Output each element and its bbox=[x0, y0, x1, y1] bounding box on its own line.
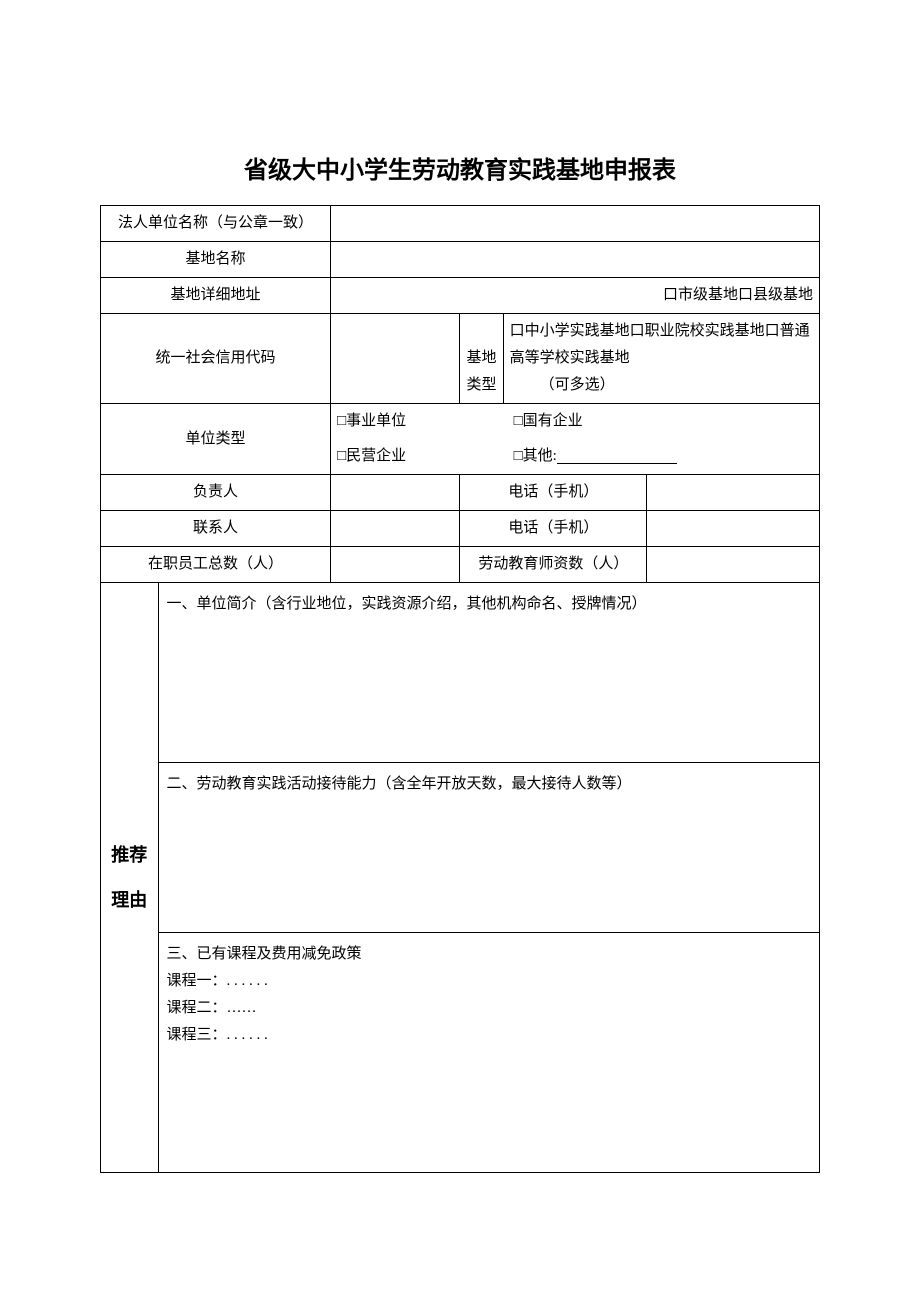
field-unit-type-row2[interactable]: □民营企业 □其他: bbox=[331, 439, 820, 475]
label-phone-2: 电话（手机） bbox=[460, 511, 647, 547]
label-staff-total: 在职员工总数（人） bbox=[101, 547, 331, 583]
section2-title: 二、劳动教育实践活动接待能力（含全年开放天数，最大接待人数等） bbox=[167, 776, 632, 792]
field-base-address[interactable]: 口市级基地口县级基地 bbox=[331, 278, 820, 314]
unit-type-opt1: □事业单位 bbox=[337, 413, 406, 429]
section1-title: 一、单位简介（含行业地位，实践资源介绍，其他机构命名、授牌情况） bbox=[167, 596, 647, 612]
field-phone-2[interactable] bbox=[647, 511, 820, 547]
label-legal-name: 法人单位名称（与公章一致） bbox=[101, 206, 331, 242]
label-base-type: 基地类型 bbox=[460, 314, 503, 404]
label-responsible: 负责人 bbox=[101, 475, 331, 511]
field-base-type[interactable]: 口中小学实践基地口职业院校实践基地口普通高等学校实践基地 （可多选） bbox=[503, 314, 819, 404]
field-staff-total[interactable] bbox=[331, 547, 460, 583]
field-teacher-total[interactable] bbox=[647, 547, 820, 583]
unit-type-opt4: □其他: bbox=[514, 448, 557, 464]
unit-type-opt3: □民营企业 bbox=[337, 448, 406, 464]
base-type-options: 口中小学实践基地口职业院校实践基地口普通高等学校实践基地 bbox=[510, 323, 810, 366]
field-unit-type-row1[interactable]: □事业单位 □国有企业 bbox=[331, 404, 820, 440]
form-title: 省级大中小学生劳动教育实践基地申报表 bbox=[100, 150, 820, 185]
course1: 课程一：. . . . . . bbox=[167, 973, 268, 989]
label-credit-code: 统一社会信用代码 bbox=[101, 314, 331, 404]
field-section3[interactable]: 三、已有课程及费用减免政策 课程一：. . . . . . 课程二：…… 课程三… bbox=[158, 933, 819, 1173]
field-responsible[interactable] bbox=[331, 475, 460, 511]
section3-title: 三、已有课程及费用减免政策 bbox=[167, 946, 362, 962]
label-phone-1: 电话（手机） bbox=[460, 475, 647, 511]
label-contact: 联系人 bbox=[101, 511, 331, 547]
label-base-address: 基地详细地址 bbox=[101, 278, 331, 314]
unit-type-opt2: □国有企业 bbox=[514, 413, 583, 429]
label-teacher-total: 劳动教育师资数（人） bbox=[460, 547, 647, 583]
course3: 课程三：. . . . . . bbox=[167, 1027, 268, 1043]
base-type-note: （可多选） bbox=[510, 372, 813, 399]
field-section1[interactable]: 一、单位简介（含行业地位，实践资源介绍，其他机构命名、授牌情况） bbox=[158, 583, 819, 763]
field-base-name[interactable] bbox=[331, 242, 820, 278]
label-unit-type: 单位类型 bbox=[101, 404, 331, 475]
field-legal-name[interactable] bbox=[331, 206, 820, 242]
label-reason: 推荐理由 bbox=[101, 583, 159, 1173]
field-credit-code[interactable] bbox=[331, 314, 460, 404]
field-contact[interactable] bbox=[331, 511, 460, 547]
course2: 课程二：…… bbox=[167, 1000, 257, 1016]
application-form-table: 法人单位名称（与公章一致） 基地名称 基地详细地址 口市级基地口县级基地 统一社… bbox=[100, 205, 820, 1173]
field-section2[interactable]: 二、劳动教育实践活动接待能力（含全年开放天数，最大接待人数等） bbox=[158, 763, 819, 933]
label-base-name: 基地名称 bbox=[101, 242, 331, 278]
field-phone-1[interactable] bbox=[647, 475, 820, 511]
